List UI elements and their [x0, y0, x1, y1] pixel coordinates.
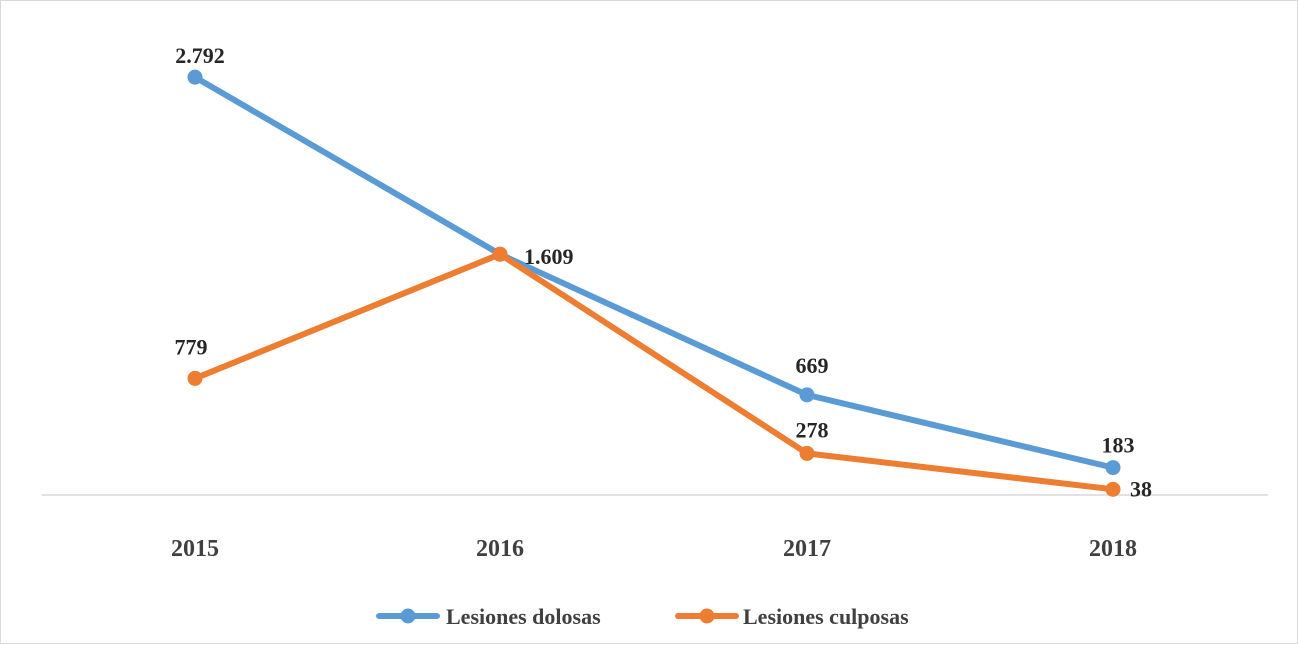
data-label: 2.792 [175, 43, 225, 68]
data-point [799, 387, 815, 403]
legend-point-marker [400, 608, 416, 624]
data-label: 1.609 [524, 244, 574, 269]
data-label: 183 [1102, 433, 1135, 458]
data-point [799, 445, 815, 461]
x-tick-label: 2017 [783, 536, 831, 562]
series-lesiones-culposas [187, 246, 1121, 497]
labels-layer: 2.792 1.609 669 183 779 278 38 [175, 43, 1153, 501]
x-tick-label: 2015 [171, 536, 219, 562]
legend-point-marker [699, 608, 715, 624]
data-label: 779 [175, 334, 208, 359]
series-layer [187, 69, 1121, 497]
legend-item: Lesiones dolosas [376, 604, 601, 629]
data-point [492, 246, 508, 262]
x-tick-label: 2016 [476, 536, 524, 562]
data-label: 669 [796, 353, 829, 378]
data-point [187, 69, 203, 85]
legend-label: Lesiones culposas [743, 604, 909, 629]
legend-item: Lesiones culposas [675, 604, 909, 629]
data-point [1105, 481, 1121, 497]
series-lesiones-dolosas [187, 69, 1121, 476]
legend: Lesiones dolosas Lesiones culposas [376, 604, 909, 629]
x-tick-label: 2018 [1089, 536, 1137, 562]
data-label: 278 [796, 417, 829, 442]
series-line [192, 251, 1116, 493]
x-tick-labels: 2015 2016 2017 2018 [171, 536, 1137, 562]
series-line [192, 74, 1116, 471]
data-point [1105, 460, 1121, 476]
data-point [187, 370, 203, 386]
data-label: 38 [1130, 476, 1152, 501]
legend-label: Lesiones dolosas [446, 604, 601, 629]
